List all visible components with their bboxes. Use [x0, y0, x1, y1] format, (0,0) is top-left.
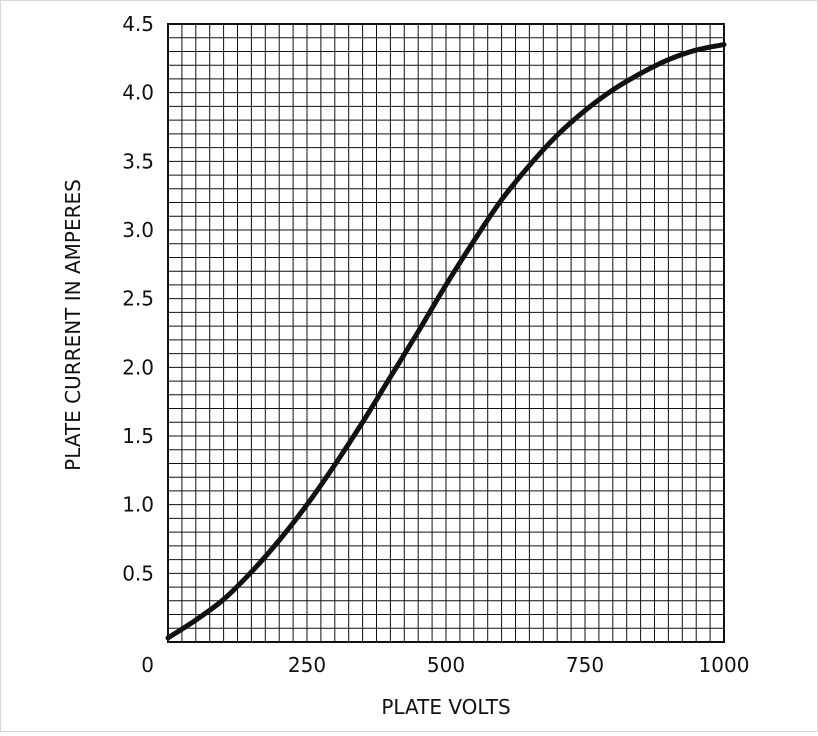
x-tick-label: 1000	[699, 653, 750, 677]
series-line	[165, 42, 727, 641]
tick-labels: 0 250 500 750 1000 0.5 1.0 1.5 2.0 2.5 3.0 3.5 4.0 4.…	[122, 12, 749, 677]
y-tick-label: 1.0	[122, 493, 154, 517]
y-tick-label: 1.5	[122, 424, 154, 448]
x-tick-label: 750	[566, 653, 604, 677]
y-tick-label: 3.0	[122, 218, 154, 242]
y-tick-label: 2.5	[122, 287, 154, 311]
y-tick-label: 4.0	[122, 81, 154, 105]
x-tick-label: 0	[141, 653, 154, 677]
x-tick-label: 250	[288, 653, 326, 677]
y-axis-label: PLATE CURRENT IN AMPERES	[61, 179, 85, 471]
series-layer	[165, 42, 727, 641]
y-tick-label: 4.5	[122, 12, 154, 36]
x-tick-label: 500	[427, 653, 465, 677]
plot-grid	[167, 23, 725, 643]
y-tick-label: 0.5	[122, 561, 154, 585]
y-tick-label: 3.5	[122, 149, 154, 173]
x-axis-label: PLATE VOLTS	[381, 695, 510, 719]
y-tick-label: 2.0	[122, 355, 154, 379]
